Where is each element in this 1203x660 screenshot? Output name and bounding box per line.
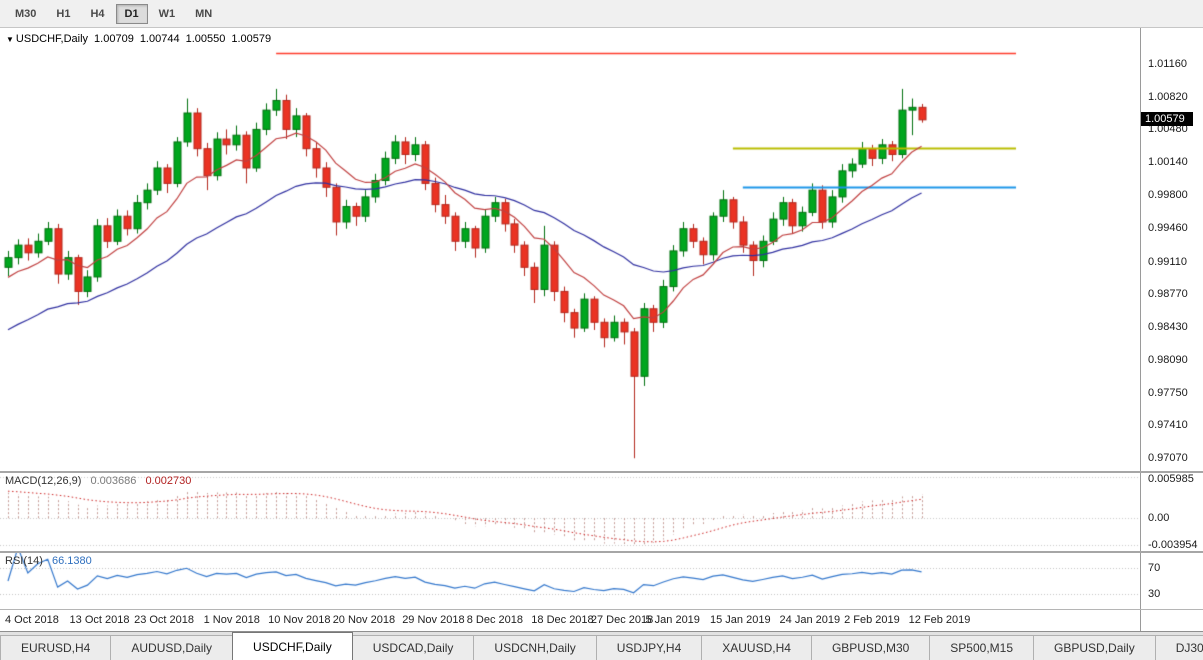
chart-tabs-bar: EURUSD,H4 AUDUSD,Daily USDCHF,Daily USDCAD,… [0,631,1203,660]
chart-tab-audusd-daily[interactable]: AUDUSD,Daily [110,635,234,660]
pane-splitter[interactable] [0,551,1203,553]
ohlc-close: 1.00579 [231,33,272,45]
price-scale-label: 1.00820 [1148,90,1188,103]
macd-signal-value: 0.002730 [145,475,192,487]
candlestick-chart-canvas[interactable] [0,28,1140,471]
price-scale-label: 0.97410 [1148,419,1188,432]
time-axis-label: 5 Jan 2019 [645,614,700,626]
rsi-scale-label: 30 [1148,588,1161,601]
time-axis-label: 1 Nov 2018 [203,614,260,626]
chart-menu-icon: ▼ [6,34,14,44]
price-scale-label: 0.98770 [1148,288,1188,301]
rsi-title: RSI(14) [5,555,43,567]
rsi-scale[interactable]: 70 30 [1140,553,1203,609]
rsi-value: 66.1380 [51,555,92,567]
time-axis-label: 10 Nov 2018 [268,614,331,626]
price-scale-label: 0.98090 [1148,353,1188,366]
chart-tab-xauusd-h4[interactable]: XAUUSD,H4 [701,635,812,660]
rsi-pane: RSI(14) 66.1380 70 30 [0,553,1203,609]
timeframe-button-h4[interactable]: H4 [90,7,105,20]
time-axis-corner [1140,610,1203,631]
macd-main-value: 0.003686 [90,475,137,487]
chart-tab-gbpusd-m30[interactable]: GBPUSD,M30 [810,635,931,660]
timeframe-button-mn[interactable]: MN [195,7,213,20]
timeframe-button-w1[interactable]: W1 [158,7,176,20]
price-scale-label: 0.97750 [1148,386,1188,399]
macd-scale-label: 0.00 [1148,512,1170,525]
ohlc-high: 1.00744 [139,33,180,45]
price-scale-label: 1.01160 [1148,57,1187,70]
pane-splitter[interactable] [0,471,1203,473]
chart-tab-usdcad-daily[interactable]: USDCAD,Daily [351,635,475,660]
macd-scale-label: -0.003954 [1148,539,1198,551]
chart-tab-dj30-h4[interactable]: DJ30,H4 [1154,635,1203,660]
timeframe-button-m30[interactable]: M30 [15,7,37,20]
chart-tab-usdjpy-h4[interactable]: USDJPY,H4 [595,635,703,660]
rsi-scale-label: 70 [1148,561,1161,574]
chart-symbol-label: USDCHF,Daily [15,33,89,45]
price-scale-label: 0.99460 [1148,221,1188,234]
time-axis-label: 12 Feb 2019 [908,614,971,626]
timeframe-toolbar: M30 H1 H4 D1 W1 MN [0,0,1203,28]
time-axis-label: 18 Dec 2018 [531,614,594,626]
timeframe-button-h1[interactable]: H1 [56,7,71,20]
chart-header: ▼ USDCHF,Daily 1.00709 1.00744 1.00550 1… [6,33,271,45]
price-scale[interactable]: 1.01160 1.00820 1.00480 1.00140 0.99800 0.994… [1140,28,1203,471]
price-scale-label: 1.00140 [1148,156,1188,169]
chart-tab-usdchf-daily[interactable]: USDCHF,Daily [232,632,353,660]
time-axis-label: 24 Jan 2019 [779,614,841,626]
time-axis-label: 23 Oct 2018 [134,614,195,626]
time-axis-label: 2 Feb 2019 [844,614,900,626]
price-scale-label: 0.99800 [1148,188,1188,201]
price-scale-label: 1.00480 [1148,123,1188,136]
price-scale-label: 0.99110 [1148,255,1187,268]
time-axis-label: 4 Oct 2018 [5,614,59,626]
ohlc-low: 1.00550 [185,33,226,45]
time-axis-label: 20 Nov 2018 [332,614,396,626]
macd-scale[interactable]: 0.005985 0.00 -0.003954 [1140,473,1203,551]
chart-tab-sp500-m15[interactable]: SP500,M15 [929,635,1035,660]
macd-label: MACD(12,26,9) 0.003686 0.002730 [5,475,191,487]
macd-pane: MACD(12,26,9) 0.003686 0.002730 0.005985… [0,473,1203,551]
time-axis[interactable]: 4 Oct 2018 13 Oct 2018 23 Oct 2018 1 Nov 20… [0,609,1203,631]
time-axis-label: 13 Oct 2018 [69,614,130,626]
rsi-canvas[interactable] [0,553,1140,609]
ohlc-open: 1.00709 [94,33,134,45]
timeframe-button-d1[interactable]: D1 [115,3,148,24]
main-chart-pane: ▼ USDCHF,Daily 1.00709 1.00744 1.00550 1… [0,28,1203,471]
price-scale-label: 0.98430 [1148,321,1188,334]
macd-title: MACD(12,26,9) [5,475,82,487]
chart-tab-usdcnh-daily[interactable]: USDCNH,Daily [473,635,597,660]
current-price-tag: 1.00579 [1141,111,1193,126]
chart-tab-eurusd-h4[interactable]: EURUSD,H4 [0,635,112,660]
rsi-label: RSI(14) 66.1380 [5,555,92,567]
macd-scale-label: 0.005985 [1148,473,1194,485]
time-axis-label: 8 Dec 2018 [466,614,523,626]
macd-canvas[interactable] [0,473,1140,551]
time-axis-label: 29 Nov 2018 [402,614,465,626]
price-scale-label: 0.97070 [1148,452,1188,465]
time-axis-label: 27 Dec 2018 [590,614,654,626]
chart-tab-gbpusd-daily[interactable]: GBPUSD,Daily [1033,635,1156,660]
time-axis-label: 15 Jan 2019 [710,614,771,626]
